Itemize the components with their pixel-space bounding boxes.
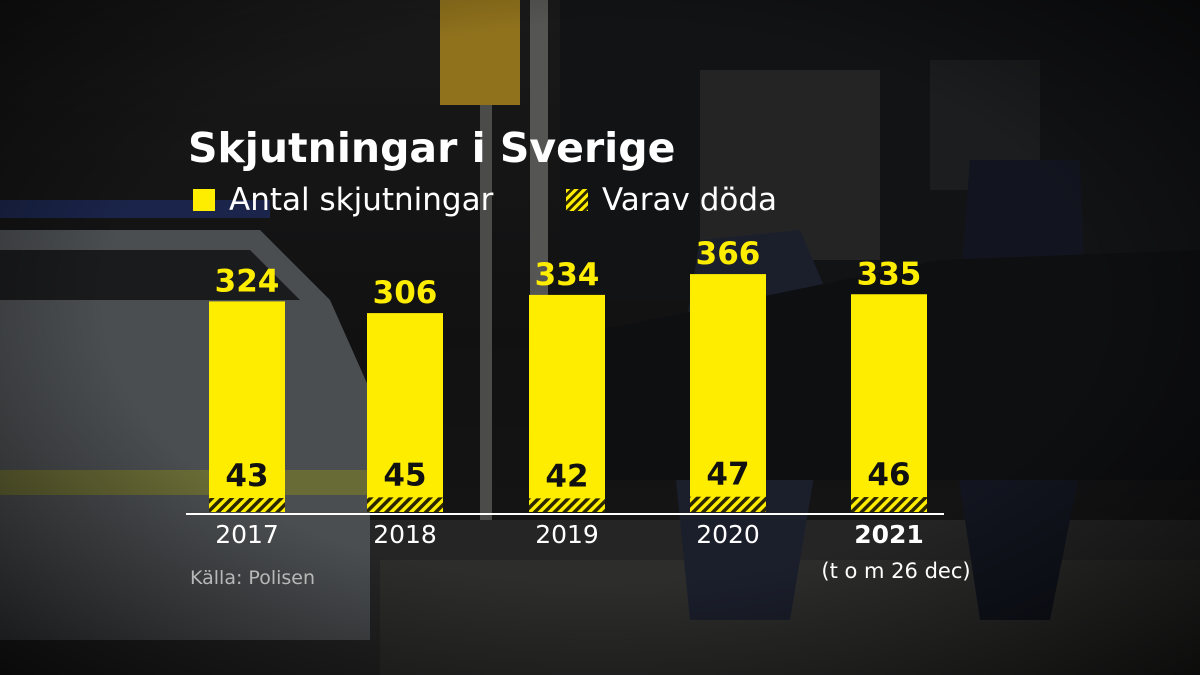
legend-swatch-solid: [193, 189, 215, 211]
bar-total-2020: [690, 274, 766, 512]
label-deaths-2021: 46: [867, 457, 910, 493]
bar-deaths-2017: [209, 498, 285, 512]
bar-deaths-2021: [851, 497, 927, 512]
x-tick-2017: 2017: [215, 520, 279, 549]
label-deaths-2019: 42: [545, 458, 588, 494]
bar-deaths-2020: [690, 496, 766, 512]
x-tick-2019: 2019: [535, 520, 599, 549]
legend-label-total: Antal skjutningar: [229, 182, 494, 218]
legend-item-deaths: Varav döda: [566, 182, 777, 218]
label-total-2019: 334: [535, 257, 600, 293]
source-note: Källa: Polisen: [190, 567, 316, 589]
label-total-2017: 324: [215, 263, 280, 299]
legend-label-deaths: Varav döda: [602, 182, 778, 218]
bar-total-2021: [851, 294, 927, 512]
x-tick-2018: 2018: [373, 520, 437, 549]
chart-title: Skjutningar i Sverige: [188, 124, 676, 172]
label-total-2020: 366: [696, 236, 761, 272]
bar-deaths-2019: [529, 498, 605, 512]
bar-total-2018: [367, 313, 443, 512]
bar-total-2017: [209, 301, 285, 512]
bar-total-2019: [529, 294, 605, 512]
label-deaths-2017: 43: [225, 458, 268, 494]
label-total-2018: 306: [373, 275, 438, 311]
label-deaths-2018: 45: [383, 457, 426, 493]
legend-swatch-hatched: [566, 189, 588, 211]
label-deaths-2020: 47: [706, 457, 749, 493]
x-tick-2021: 2021: [854, 520, 924, 549]
x-tick-note-2021: (t o m 26 dec): [821, 559, 970, 583]
bar-deaths-2018: [367, 497, 443, 512]
x-tick-2020: 2020: [696, 520, 760, 549]
label-total-2021: 335: [857, 256, 922, 292]
legend-item-total: Antal skjutningar: [193, 182, 493, 218]
